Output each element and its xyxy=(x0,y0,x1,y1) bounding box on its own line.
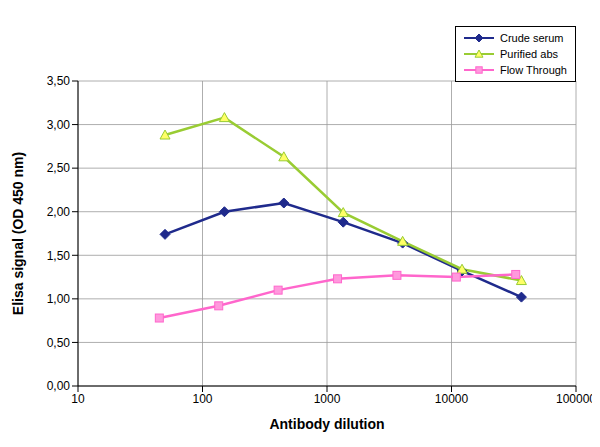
html-text:Flow Through: Flow Through xyxy=(499,64,567,76)
svg-text:Elisa signal (OD 450 nm): Elisa signal (OD 450 nm) xyxy=(10,152,26,315)
svg-text:2,50: 2,50 xyxy=(47,161,71,175)
svg-text:10000: 10000 xyxy=(435,392,469,406)
svg-text:3,50: 3,50 xyxy=(47,74,71,88)
svg-text:3,00: 3,00 xyxy=(47,118,71,132)
html-text:Crude serum: Crude serum xyxy=(499,32,564,44)
svg-text:1000: 1000 xyxy=(314,392,341,406)
svg-text:Antibody dilution: Antibody dilution xyxy=(269,416,384,432)
svg-text:0,00: 0,00 xyxy=(47,379,71,393)
svg-text:100000: 100000 xyxy=(556,392,592,406)
svg-text:1,50: 1,50 xyxy=(47,249,71,263)
svg-text:10: 10 xyxy=(71,392,85,406)
svg-text:0,50: 0,50 xyxy=(47,336,71,350)
svg-text:1,00: 1,00 xyxy=(47,292,71,306)
html-text:Purified abs: Purified abs xyxy=(499,48,558,60)
svg-text:2,00: 2,00 xyxy=(47,205,71,219)
svg-text:100: 100 xyxy=(192,392,212,406)
